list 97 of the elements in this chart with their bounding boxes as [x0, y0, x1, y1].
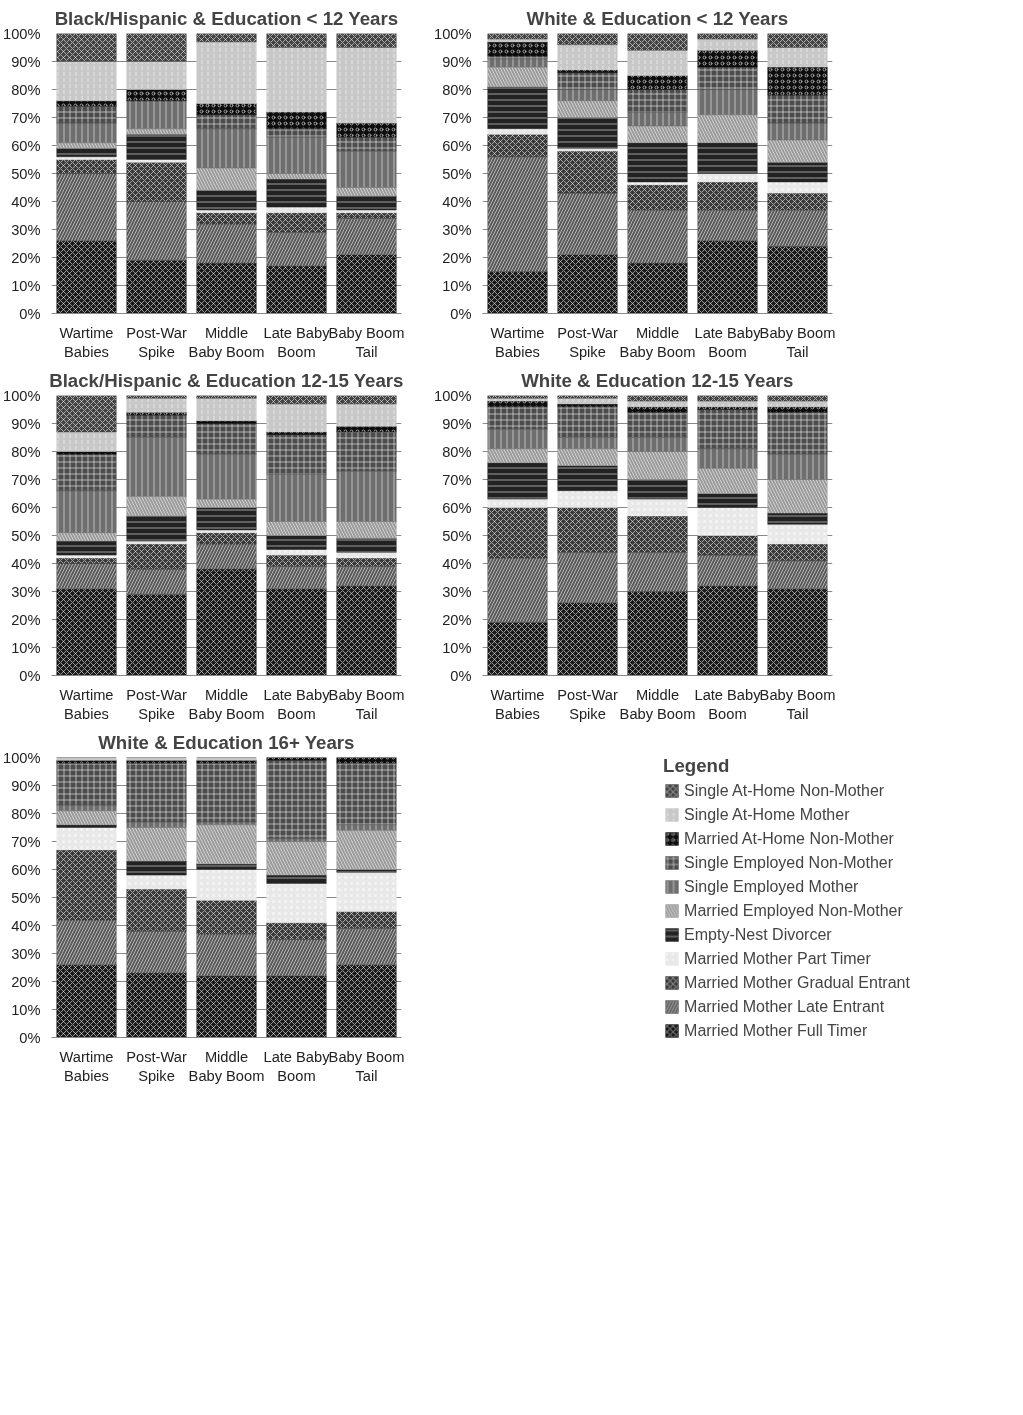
- x-tick-label: Baby Boom Tail: [328, 1048, 405, 1084]
- y-tick-label: 80%: [11, 81, 41, 98]
- y-tick-label: 60%: [11, 861, 41, 878]
- legend-label: Married Mother Late Entrant: [684, 997, 885, 1016]
- y-tick-label: 60%: [11, 137, 41, 154]
- y-tick-label: 70%: [11, 471, 41, 488]
- y-tick-label: 80%: [442, 443, 472, 460]
- chart-title: White & Education 16+ Years: [98, 731, 355, 753]
- y-tick-label: 0%: [450, 667, 472, 684]
- y-tick-label: 50%: [11, 527, 41, 544]
- x-tick-label: Post-War Spike: [126, 686, 187, 722]
- y-tick-label: 40%: [11, 193, 41, 210]
- x-tick-label: Baby Boom Tail: [328, 686, 405, 722]
- y-tick-label: 60%: [11, 499, 41, 516]
- y-tick-label: 50%: [442, 527, 472, 544]
- y-tick-label: 70%: [11, 833, 41, 850]
- legend-label: Single At-Home Non-Mother: [684, 781, 885, 800]
- y-tick-label: 0%: [19, 305, 41, 322]
- legend-label: Married At-Home Non-Mother: [684, 829, 894, 848]
- chart-title: White & Education 12-15 Years: [521, 369, 794, 391]
- y-tick-label: 30%: [11, 221, 41, 238]
- x-tick-label: Post-War Spike: [557, 324, 618, 360]
- y-tick-label: 20%: [442, 611, 472, 628]
- x-tick-label: Late Baby Boom: [263, 1048, 331, 1084]
- legend-label: Married Mother Gradual Entrant: [684, 973, 910, 992]
- x-tick-label: Wartime Babies: [59, 686, 114, 722]
- y-tick-label: 70%: [442, 109, 472, 126]
- y-tick-label: 80%: [442, 81, 472, 98]
- y-tick-label: 40%: [442, 193, 472, 210]
- y-tick-label: 20%: [442, 249, 472, 266]
- y-tick-label: 30%: [442, 221, 472, 238]
- x-tick-label: Baby Boom Tail: [759, 324, 836, 360]
- y-tick-label: 0%: [450, 305, 472, 322]
- y-tick-label: 40%: [442, 555, 472, 572]
- x-tick-label: Post-War Spike: [126, 324, 187, 360]
- x-tick-label: Wartime Babies: [490, 686, 545, 722]
- x-tick-label: Late Baby Boom: [263, 324, 331, 360]
- chart-title: White & Education < 12 Years: [526, 7, 789, 29]
- chart-title: Black/Hispanic & Education < 12 Years: [54, 7, 399, 29]
- y-tick-label: 20%: [11, 973, 41, 990]
- y-tick-label: 50%: [442, 165, 472, 182]
- y-tick-label: 80%: [11, 805, 41, 822]
- y-tick-label: 10%: [11, 277, 41, 294]
- x-tick-label: Middle Baby Boom: [188, 1048, 265, 1084]
- y-tick-label: 90%: [11, 777, 41, 794]
- x-tick-label: Baby Boom Tail: [759, 686, 836, 722]
- legend-label: Single At-Home Mother: [684, 805, 850, 824]
- x-tick-label: Wartime Babies: [490, 324, 545, 360]
- x-tick-label: Late Baby Boom: [694, 324, 762, 360]
- legend-label: Married Mother Full Timer: [684, 1021, 868, 1040]
- legend-title: Legend: [663, 754, 731, 777]
- x-tick-label: Middle Baby Boom: [619, 324, 696, 360]
- y-tick-label: 90%: [11, 53, 41, 70]
- x-tick-label: Wartime Babies: [59, 1048, 114, 1084]
- legend-label: Married Employed Non-Mother: [684, 901, 903, 920]
- x-tick-label: Middle Baby Boom: [619, 686, 696, 722]
- y-tick-label: 90%: [11, 415, 41, 432]
- y-tick-label: 0%: [19, 1029, 41, 1046]
- y-tick-label: 10%: [442, 277, 472, 294]
- y-tick-label: 10%: [11, 1001, 41, 1018]
- legend-label: Single Employed Non-Mother: [684, 853, 894, 872]
- y-tick-label: 30%: [442, 583, 472, 600]
- y-tick-label: 50%: [11, 165, 41, 182]
- y-tick-label: 80%: [11, 443, 41, 460]
- x-tick-label: Late Baby Boom: [263, 686, 331, 722]
- legend-label: Empty-Nest Divorcer: [684, 925, 832, 944]
- x-tick-label: Baby Boom Tail: [328, 324, 405, 360]
- x-tick-label: Middle Baby Boom: [188, 324, 265, 360]
- legend-label: Single Employed Mother: [684, 877, 859, 896]
- y-tick-label: 50%: [11, 889, 41, 906]
- y-tick-label: 100%: [434, 25, 472, 42]
- y-tick-label: 20%: [11, 249, 41, 266]
- y-tick-label: 60%: [442, 137, 472, 154]
- y-tick-label: 30%: [11, 945, 41, 962]
- y-tick-label: 100%: [434, 387, 472, 404]
- chart-title: Black/Hispanic & Education 12-15 Years: [49, 369, 404, 391]
- y-tick-label: 20%: [11, 611, 41, 628]
- x-tick-label: Middle Baby Boom: [188, 686, 265, 722]
- y-tick-label: 90%: [442, 53, 472, 70]
- y-tick-label: 100%: [3, 25, 41, 42]
- y-tick-label: 40%: [11, 555, 41, 572]
- x-tick-label: Post-War Spike: [126, 1048, 187, 1084]
- y-tick-label: 10%: [442, 639, 472, 656]
- y-tick-label: 70%: [442, 471, 472, 488]
- legend-label: Married Mother Part Timer: [684, 949, 871, 968]
- y-tick-label: 10%: [11, 639, 41, 656]
- x-tick-label: Post-War Spike: [557, 686, 618, 722]
- x-tick-label: Wartime Babies: [59, 324, 114, 360]
- x-tick-label: Late Baby Boom: [694, 686, 762, 722]
- y-tick-label: 60%: [442, 499, 472, 516]
- y-tick-label: 40%: [11, 917, 41, 934]
- y-tick-label: 90%: [442, 415, 472, 432]
- y-tick-label: 100%: [3, 387, 41, 404]
- y-tick-label: 100%: [3, 749, 41, 766]
- y-tick-label: 70%: [11, 109, 41, 126]
- y-tick-label: 30%: [11, 583, 41, 600]
- y-tick-label: 0%: [19, 667, 41, 684]
